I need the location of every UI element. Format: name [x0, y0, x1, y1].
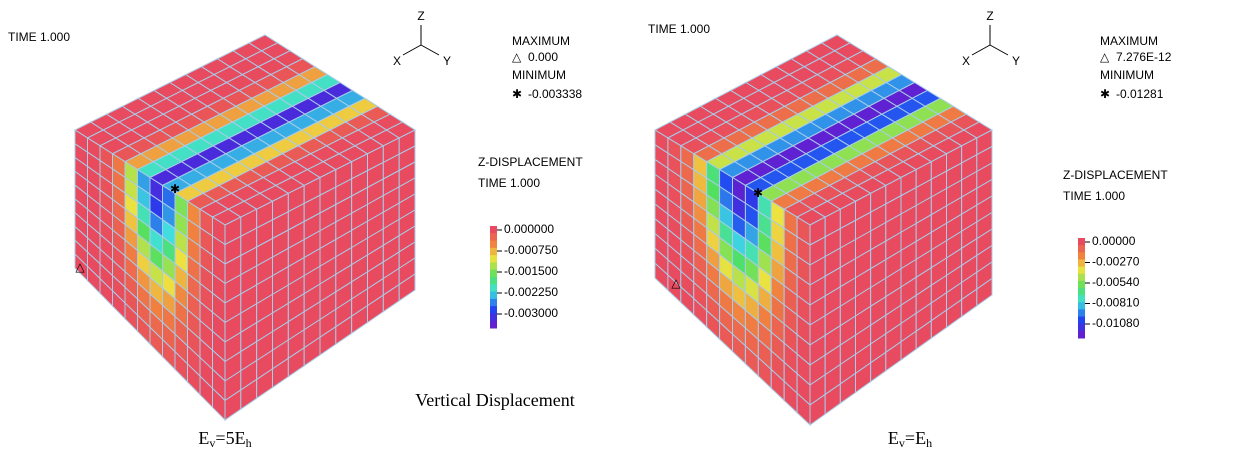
maximum-label: MAXIMUM	[512, 34, 570, 48]
panel: ✱ △ TIME 1.000 Z X Y MAXIMUM △ 0.000 MINIMUM ✱ -0.0…	[8, 9, 583, 450]
colorbar-segment	[1078, 267, 1085, 275]
colorbar-segment	[1078, 288, 1085, 296]
min-symbol: ✱	[1100, 87, 1110, 101]
subtitle-part: E	[198, 428, 209, 448]
panel: ✱ △ TIME 1.000 Z X Y MAXIMUM △ 7.276E-12 MINIMUM ✱…	[648, 9, 1172, 450]
colorbar-segment	[490, 284, 497, 292]
colorbar-segment	[1078, 295, 1085, 303]
subtitle-part: =5E	[215, 428, 245, 448]
axis-x-label: X	[393, 54, 401, 68]
max-marker: △	[671, 276, 681, 290]
colorbar-segment	[1078, 309, 1085, 317]
axis-z-label: Z	[417, 9, 424, 23]
colorbar-label: -0.00540	[1092, 275, 1140, 289]
colorbar-segment	[1078, 259, 1085, 267]
subtitle-part: =E	[905, 428, 926, 448]
colorbar-segment	[490, 262, 497, 270]
colorbar-segment	[1078, 281, 1085, 289]
subtitle-part: E	[888, 428, 899, 448]
colorbar-segment	[1078, 324, 1085, 332]
colorbar-segment	[1078, 245, 1085, 253]
colorbar-segment	[490, 226, 497, 234]
minimum-value: -0.003338	[528, 87, 582, 101]
time-label: TIME 1.000	[8, 30, 70, 44]
colorbar-segment	[490, 248, 497, 256]
maximum-label: MAXIMUM	[1100, 34, 1158, 48]
time-label: TIME 1.000	[648, 22, 710, 36]
colorbar-segment	[1078, 317, 1085, 325]
colorbar-segment	[1078, 252, 1085, 260]
minimum-label: MINIMUM	[512, 68, 566, 82]
axis-x	[403, 45, 421, 55]
max-symbol: △	[512, 50, 522, 64]
minimum-label: MINIMUM	[1100, 68, 1154, 82]
figure: Vertical Displacement ✱ △ TIME 1.000 Z X Y MAX…	[0, 0, 1236, 451]
legend-time: TIME 1.000	[1063, 189, 1125, 203]
minimum-value: -0.01281	[1116, 87, 1164, 101]
colorbar-segment	[490, 270, 497, 278]
axis-y	[421, 45, 439, 55]
colorbar-segment	[490, 321, 497, 329]
axis-z-label: Z	[986, 9, 993, 23]
colorbar-segment	[1078, 238, 1085, 246]
colorbar-label: 0.00000	[1092, 234, 1136, 248]
colorbar-label: 0.000000	[504, 222, 554, 236]
colorbar-segment	[490, 233, 497, 241]
colorbar-segment	[1078, 302, 1085, 310]
axis-x	[972, 45, 990, 55]
min-marker: ✱	[170, 182, 180, 196]
maximum-value: 7.276E-12	[1116, 50, 1172, 64]
colorbar-segment	[490, 277, 497, 285]
subtitle: Ev=5Eh	[198, 428, 251, 450]
legend-title: Z-DISPLACEMENT	[1063, 168, 1168, 182]
subtitle-part: h	[246, 436, 252, 450]
min-symbol: ✱	[512, 87, 522, 101]
max-symbol: △	[1100, 50, 1110, 64]
colorbar-label: -0.01080	[1092, 316, 1140, 330]
colorbar-segment	[490, 313, 497, 321]
colorbar-segment	[490, 306, 497, 314]
colorbar-segment	[490, 292, 497, 300]
axis-y-label: Y	[1012, 54, 1020, 68]
colorbar-label: -0.00810	[1092, 296, 1140, 310]
colorbar-label: -0.002250	[504, 285, 558, 299]
maximum-value: 0.000	[528, 50, 558, 64]
colorbar-label: -0.001500	[504, 264, 558, 278]
caption: Vertical Displacement	[415, 390, 574, 410]
max-marker: △	[75, 260, 85, 274]
colorbar-label: -0.000750	[504, 243, 558, 257]
subtitle: Ev=Eh	[888, 428, 932, 450]
legend-time: TIME 1.000	[478, 176, 540, 190]
colorbar-segment	[490, 241, 497, 249]
axis-y-label: Y	[443, 54, 451, 68]
colorbar-segment	[490, 299, 497, 307]
subtitle-part: h	[926, 436, 932, 450]
min-marker: ✱	[753, 186, 763, 200]
axis-y	[990, 45, 1008, 55]
colorbar-segment	[1078, 274, 1085, 282]
colorbar-label: -0.00270	[1092, 255, 1140, 269]
colorbar-segment	[1078, 331, 1085, 339]
legend-title: Z-DISPLACEMENT	[478, 155, 583, 169]
colorbar-label: -0.003000	[504, 306, 558, 320]
axis-x-label: X	[962, 54, 970, 68]
colorbar-segment	[490, 255, 497, 263]
